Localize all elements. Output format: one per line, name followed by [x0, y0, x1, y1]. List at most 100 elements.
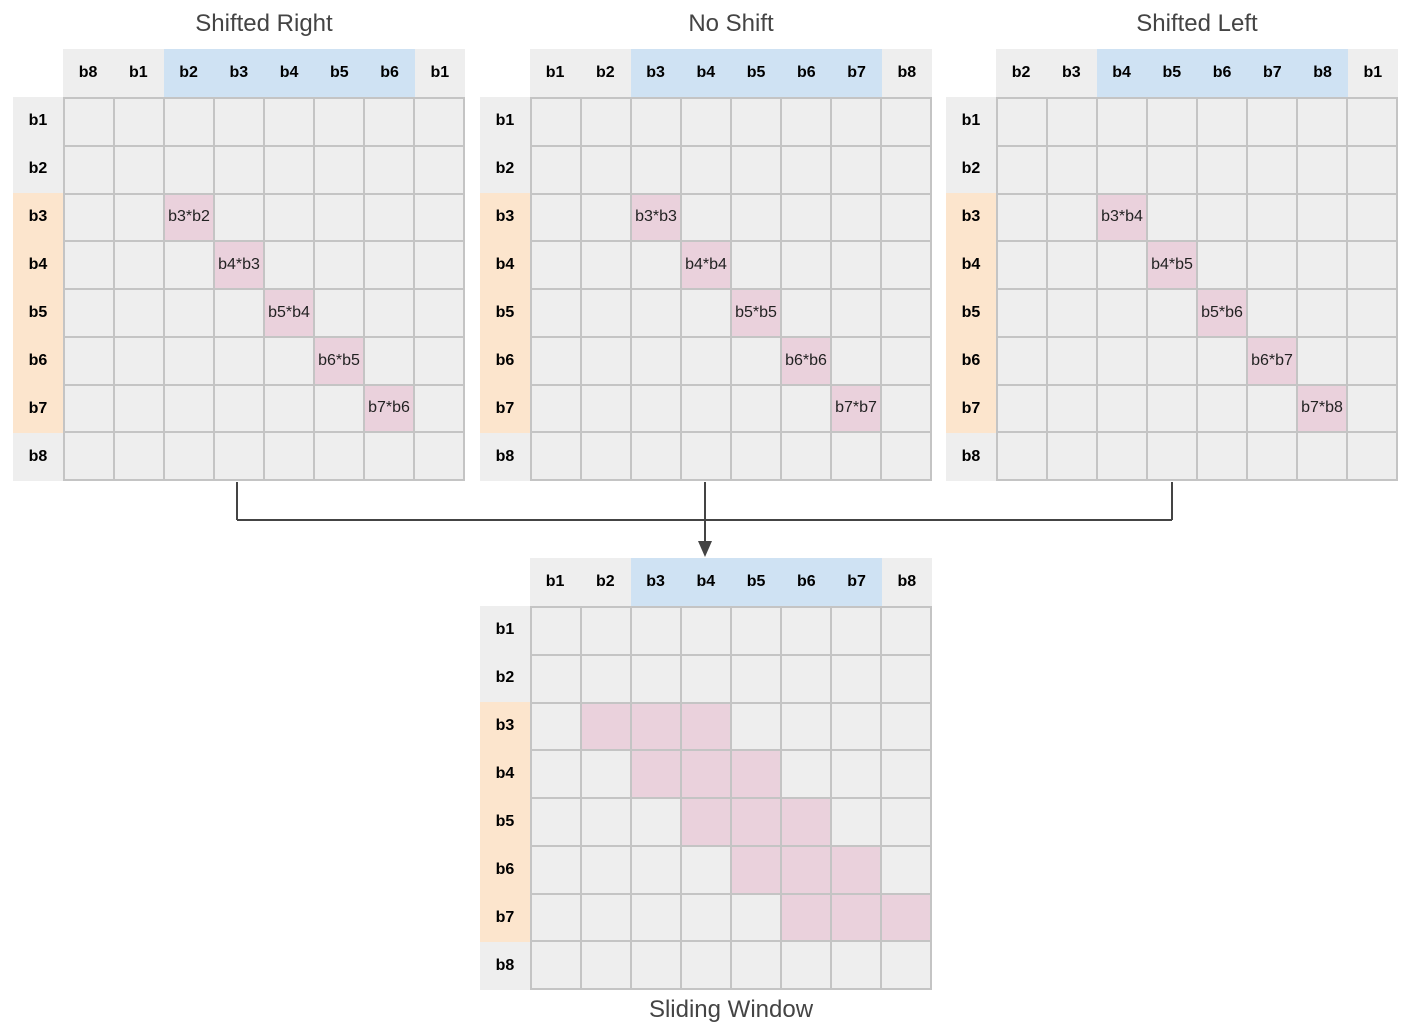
matrix-grid: b3*b2 b4*b3 b5*b4 b6*b5 b7*b6 [63, 97, 465, 481]
filled-cell: b5*b5 [732, 290, 780, 336]
matrix-cell [532, 194, 580, 241]
filled-cell: b4*b5 [1148, 242, 1196, 288]
filled-cell: b5*b4 [265, 290, 313, 336]
matrix-cell [832, 337, 880, 384]
matrix-cell [1198, 146, 1246, 193]
matrix-title: Shifted Left [1136, 10, 1258, 37]
matrix-cell [632, 337, 680, 384]
matrix-cell [1248, 99, 1296, 145]
matrix-title: No Shift [688, 10, 774, 37]
matrix-cell [1048, 99, 1096, 145]
matrix-cell [732, 608, 780, 654]
matrix-cell [832, 194, 880, 241]
column-header: b5 [731, 49, 782, 97]
matrix-cell [1298, 99, 1346, 145]
matrix-cell [882, 846, 930, 893]
matrix-cell [1298, 194, 1346, 241]
matrix-cell [1098, 99, 1146, 145]
column-header: b7 [831, 558, 882, 606]
matrix-cell [1298, 290, 1346, 336]
matrix-corner [13, 49, 63, 97]
matrix-cell [1098, 242, 1146, 288]
matrix-cell [165, 242, 213, 288]
matrix-cell [632, 433, 680, 479]
matrix-cell [1098, 146, 1146, 193]
matrix-cell [532, 242, 580, 288]
matrix-cell [732, 433, 780, 479]
row-header: b4 [480, 241, 530, 289]
matrix-cell [215, 290, 263, 336]
row-header: b6 [480, 337, 530, 385]
matrix-cell [782, 942, 830, 988]
matrix-cell [532, 290, 580, 336]
matrix-cell [1148, 146, 1196, 193]
matrix-cell [215, 337, 263, 384]
column-header: b4 [680, 558, 731, 606]
matrix-cell [65, 385, 113, 432]
matrix-cell [165, 146, 213, 193]
filled-cell [732, 799, 780, 845]
matrix-cell [782, 655, 830, 702]
matrix-cell [582, 655, 630, 702]
matrix-cell [632, 385, 680, 432]
matrix-cell [1298, 242, 1346, 288]
filled-cell [832, 846, 880, 893]
column-header: b6 [364, 49, 415, 97]
matrix-cell [632, 99, 680, 145]
matrix-cell [782, 703, 830, 750]
filled-cell [782, 894, 830, 941]
column-header-row: b2 b3 b4 b5 b6 b7 b8 b1 [996, 49, 1398, 97]
matrix-cell [632, 242, 680, 288]
matrix-cell [582, 99, 630, 145]
matrix-cell [215, 194, 263, 241]
row-header: b8 [946, 433, 996, 481]
column-header: b1 [1347, 49, 1398, 97]
matrix-cell [582, 385, 630, 432]
matrix-cell [532, 655, 580, 702]
matrix-cell [365, 433, 413, 479]
column-header: b4 [1096, 49, 1147, 97]
matrix-cell [682, 337, 730, 384]
column-header: b3 [630, 558, 681, 606]
matrix-cell [882, 433, 930, 479]
matrix-cell [532, 146, 580, 193]
filled-cell: b6*b5 [315, 337, 363, 384]
matrix-cell [882, 751, 930, 797]
filled-cell [832, 894, 880, 941]
matrix-cell [882, 194, 930, 241]
matrix-cell [782, 433, 830, 479]
matrix-cell [882, 703, 930, 750]
matrix-cell [998, 290, 1046, 336]
matrix-cell [782, 608, 830, 654]
matrix-cell [782, 242, 830, 288]
matrix-cell [315, 242, 363, 288]
matrix-cell [1098, 337, 1146, 384]
matrix-cell [582, 894, 630, 941]
column-header: b6 [781, 558, 832, 606]
matrix-cell [532, 894, 580, 941]
matrix-cell [882, 146, 930, 193]
matrix-cell [582, 433, 630, 479]
matrix-cell [832, 703, 880, 750]
matrix-cell [682, 942, 730, 988]
matrix-cell [165, 433, 213, 479]
row-header: b2 [946, 145, 996, 193]
matrix-cell [998, 433, 1046, 479]
matrix-cell [532, 385, 580, 432]
matrix-cell [998, 337, 1046, 384]
matrix-cell [1298, 146, 1346, 193]
matrix-cell [415, 146, 463, 193]
matrix-cell [532, 799, 580, 845]
column-header: b2 [580, 558, 631, 606]
matrix-cell [782, 194, 830, 241]
filled-cell: b4*b3 [215, 242, 263, 288]
column-header: b4 [680, 49, 731, 97]
matrix-cell [682, 894, 730, 941]
matrix-cell [215, 433, 263, 479]
column-header: b1 [530, 49, 581, 97]
matrix-cell [682, 146, 730, 193]
matrix-cell [415, 99, 463, 145]
matrix-cell [65, 290, 113, 336]
matrix-cell [365, 290, 413, 336]
column-header: b6 [1197, 49, 1248, 97]
